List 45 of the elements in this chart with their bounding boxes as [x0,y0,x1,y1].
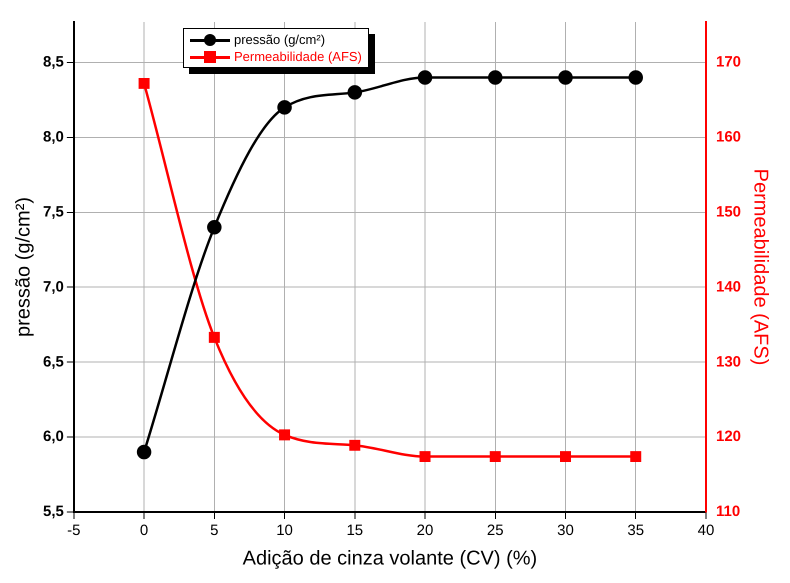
x-tick-label: -5 [67,522,81,540]
y-tick-label: 6,5 [42,353,64,370]
point [349,440,360,451]
point [279,429,290,440]
y2-tick-label: 120 [716,428,742,446]
y2-axis-title: Permeabilidade (AFS) [749,168,772,366]
legend-label: Permeabilidade (AFS) [234,48,362,65]
y2-tick-label: 110 [716,503,740,520]
x-tick-label: 30 [557,522,574,540]
x-axis-title: Adição de cinza volante (CV) (%) [242,548,538,570]
point [420,451,431,462]
point [207,220,222,235]
point [208,332,220,343]
legend-label: pressão (g/cm²) [234,31,326,48]
point [138,78,150,89]
point [418,70,432,85]
x-tick-label: 35 [627,522,644,540]
point [277,100,292,115]
y2-tick-label: 170 [716,54,742,71]
x-tick-label: 15 [346,522,364,540]
y-tick-label: 7,0 [42,278,64,296]
point [136,444,152,460]
point [558,70,573,85]
y-tick-label: 8,5 [42,54,64,71]
x-tick-label: 25 [486,522,504,540]
point [490,451,501,462]
y2-tick-label: 160 [716,128,742,146]
point [348,85,362,100]
point [560,451,571,462]
y-tick-label: 5,5 [42,503,64,520]
y-tick-label: 8,0 [42,128,64,146]
point [630,451,642,462]
x-tick-label: 5 [210,522,218,540]
y2-tick-label: 150 [716,203,742,220]
y2-tick-label: 130 [716,353,742,370]
x-tick-label: 10 [276,522,293,540]
y2-tick-label: 140 [716,278,742,296]
x-tick-label: 0 [140,522,148,540]
y-tick-label: 7,5 [42,203,64,220]
x-tick-label: 20 [416,522,434,540]
point [628,70,643,85]
point [488,70,503,85]
y-axis-title: pressão (g/cm²) [12,196,35,338]
y-tick-label: 6,0 [42,428,64,446]
x-tick-label: 40 [698,522,714,540]
